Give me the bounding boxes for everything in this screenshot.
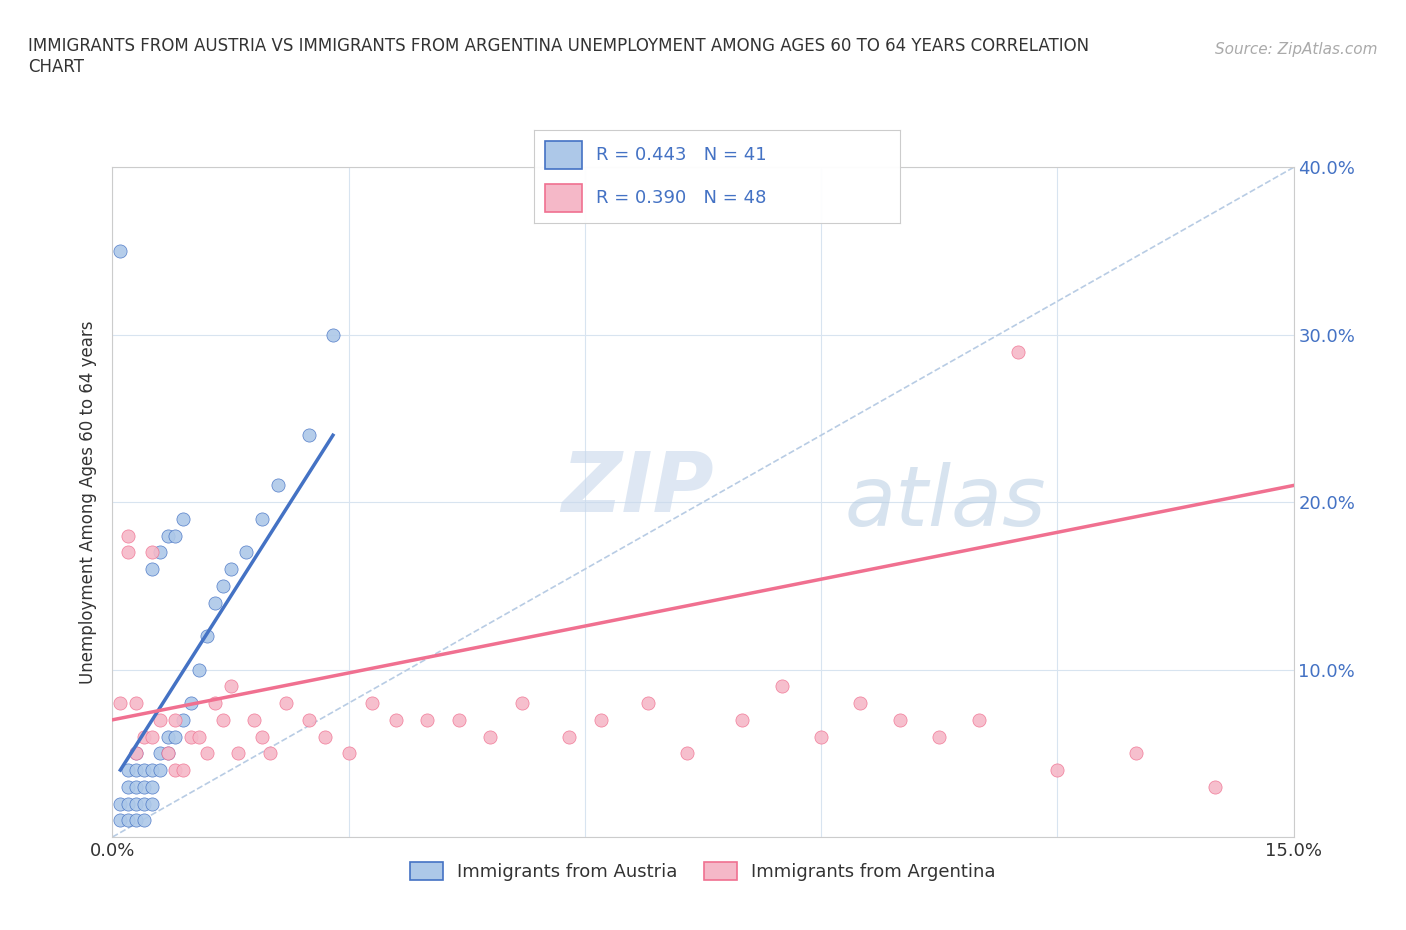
Point bbox=[117, 796, 139, 811]
Point bbox=[165, 763, 187, 777]
Point bbox=[1125, 746, 1147, 761]
Point bbox=[219, 562, 242, 577]
Point bbox=[165, 729, 187, 744]
Point bbox=[770, 679, 793, 694]
Point bbox=[149, 712, 172, 727]
Point bbox=[156, 746, 179, 761]
Text: ZIP: ZIP bbox=[561, 448, 714, 529]
Point bbox=[558, 729, 581, 744]
Point bbox=[1204, 779, 1226, 794]
Point bbox=[117, 813, 139, 828]
FancyBboxPatch shape bbox=[546, 141, 582, 169]
Point bbox=[589, 712, 612, 727]
Point bbox=[889, 712, 911, 727]
Point bbox=[204, 696, 226, 711]
Point bbox=[274, 696, 297, 711]
Point bbox=[125, 746, 148, 761]
Point bbox=[132, 779, 155, 794]
Point bbox=[314, 729, 336, 744]
Point bbox=[337, 746, 360, 761]
Text: atlas: atlas bbox=[845, 461, 1046, 543]
Point bbox=[132, 763, 155, 777]
Point bbox=[117, 779, 139, 794]
Point bbox=[149, 545, 172, 560]
FancyBboxPatch shape bbox=[546, 184, 582, 212]
Point bbox=[149, 763, 172, 777]
Point bbox=[385, 712, 408, 727]
Point bbox=[165, 528, 187, 543]
Point bbox=[125, 813, 148, 828]
Point bbox=[810, 729, 832, 744]
Point bbox=[180, 696, 202, 711]
Point bbox=[204, 595, 226, 610]
Point bbox=[195, 746, 218, 761]
Point bbox=[141, 562, 163, 577]
Point bbox=[125, 696, 148, 711]
Point bbox=[180, 729, 202, 744]
Point bbox=[141, 545, 163, 560]
Point bbox=[172, 712, 194, 727]
Point bbox=[132, 813, 155, 828]
Point bbox=[849, 696, 872, 711]
Point bbox=[211, 712, 233, 727]
Point bbox=[1007, 344, 1029, 359]
Point bbox=[125, 779, 148, 794]
Point bbox=[243, 712, 266, 727]
Point bbox=[141, 796, 163, 811]
Point bbox=[172, 512, 194, 526]
Point bbox=[188, 729, 211, 744]
Point bbox=[110, 796, 132, 811]
Text: R = 0.390   N = 48: R = 0.390 N = 48 bbox=[596, 189, 766, 207]
Point bbox=[188, 662, 211, 677]
Point bbox=[637, 696, 659, 711]
Point bbox=[117, 763, 139, 777]
Point bbox=[250, 729, 273, 744]
Point bbox=[156, 729, 179, 744]
Text: R = 0.443   N = 41: R = 0.443 N = 41 bbox=[596, 146, 768, 165]
Point bbox=[141, 763, 163, 777]
Text: IMMIGRANTS FROM AUSTRIA VS IMMIGRANTS FROM ARGENTINA UNEMPLOYMENT AMONG AGES 60 : IMMIGRANTS FROM AUSTRIA VS IMMIGRANTS FR… bbox=[28, 37, 1090, 76]
Point bbox=[117, 528, 139, 543]
Point bbox=[235, 545, 257, 560]
Point bbox=[125, 763, 148, 777]
Point bbox=[156, 528, 179, 543]
Point bbox=[267, 478, 290, 493]
Point bbox=[117, 545, 139, 560]
Point bbox=[259, 746, 281, 761]
Legend: Immigrants from Austria, Immigrants from Argentina: Immigrants from Austria, Immigrants from… bbox=[404, 855, 1002, 888]
Point bbox=[250, 512, 273, 526]
Point bbox=[125, 746, 148, 761]
Point bbox=[156, 746, 179, 761]
Y-axis label: Unemployment Among Ages 60 to 64 years: Unemployment Among Ages 60 to 64 years bbox=[79, 321, 97, 684]
Point bbox=[141, 779, 163, 794]
Point bbox=[228, 746, 250, 761]
Point bbox=[219, 679, 242, 694]
Point bbox=[1046, 763, 1069, 777]
Point bbox=[479, 729, 502, 744]
Point bbox=[361, 696, 384, 711]
Point bbox=[195, 629, 218, 644]
Point bbox=[141, 729, 163, 744]
Point bbox=[110, 696, 132, 711]
Point bbox=[211, 578, 233, 593]
Text: Source: ZipAtlas.com: Source: ZipAtlas.com bbox=[1215, 42, 1378, 57]
Point bbox=[416, 712, 439, 727]
Point bbox=[967, 712, 990, 727]
Point bbox=[132, 729, 155, 744]
Point bbox=[731, 712, 754, 727]
Point bbox=[322, 327, 344, 342]
Point bbox=[149, 746, 172, 761]
Point bbox=[110, 813, 132, 828]
Point bbox=[298, 712, 321, 727]
Point bbox=[510, 696, 533, 711]
Point bbox=[172, 763, 194, 777]
Point bbox=[125, 796, 148, 811]
Point bbox=[298, 428, 321, 443]
Point bbox=[110, 244, 132, 259]
Point bbox=[676, 746, 699, 761]
Point bbox=[132, 796, 155, 811]
Point bbox=[165, 712, 187, 727]
Point bbox=[447, 712, 470, 727]
Point bbox=[928, 729, 950, 744]
